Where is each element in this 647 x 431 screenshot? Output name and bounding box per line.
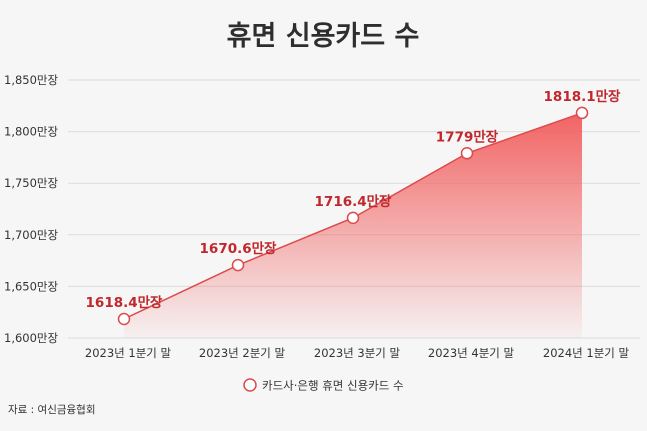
legend: 카드사·은행 휴면 신용카드 수 bbox=[243, 378, 404, 393]
data-label: 1818.1만장 bbox=[544, 88, 622, 105]
legend-label: 카드사·은행 휴면 신용카드 수 bbox=[262, 379, 404, 393]
data-point bbox=[117, 312, 131, 326]
x-tick-label: 2024년 1분기 말 bbox=[543, 346, 630, 360]
data-point bbox=[346, 211, 360, 225]
area-fill bbox=[124, 112, 582, 338]
legend-marker-icon bbox=[243, 378, 257, 392]
area-series bbox=[123, 112, 583, 338]
data-label: 1618.4만장 bbox=[86, 294, 164, 311]
y-tick-label: 1,650만장 bbox=[4, 279, 59, 293]
source-note: 자료 : 여신금융협회 bbox=[8, 403, 96, 416]
y-axis: 1,600만장 1,650만장 1,700만장 1,750만장 1,800만장 1,850… bbox=[4, 73, 59, 345]
x-tick-label: 2023년 2분기 말 bbox=[199, 346, 286, 360]
data-point bbox=[460, 147, 474, 160]
x-axis: 2023년 1분기 말 2023년 2분기 말 2023년 3분기 말 2023년 4… bbox=[85, 346, 630, 360]
y-tick-label: 1,600만장 bbox=[4, 331, 59, 345]
y-tick-label: 1,750만장 bbox=[4, 176, 59, 190]
data-label: 1779만장 bbox=[436, 128, 499, 145]
data-label: 1670.6만장 bbox=[200, 240, 278, 257]
data-labels: 1618.4만장 1670.6만장 1716.4만장 1779만장 1818.1만장 bbox=[86, 88, 622, 326]
y-tick-label: 1,800만장 bbox=[4, 125, 59, 139]
x-tick-label: 2023년 1분기 말 bbox=[85, 346, 172, 360]
data-point bbox=[231, 258, 245, 272]
x-tick-label: 2023년 3분기 말 bbox=[314, 346, 401, 360]
x-tick-label: 2023년 4분기 말 bbox=[428, 346, 515, 360]
data-point bbox=[575, 106, 589, 120]
chart-title: 휴면 신용카드 수 bbox=[227, 21, 420, 52]
y-tick-label: 1,850만장 bbox=[4, 73, 59, 87]
y-tick-label: 1,700만장 bbox=[4, 228, 59, 242]
data-label: 1716.4만장 bbox=[315, 193, 393, 210]
